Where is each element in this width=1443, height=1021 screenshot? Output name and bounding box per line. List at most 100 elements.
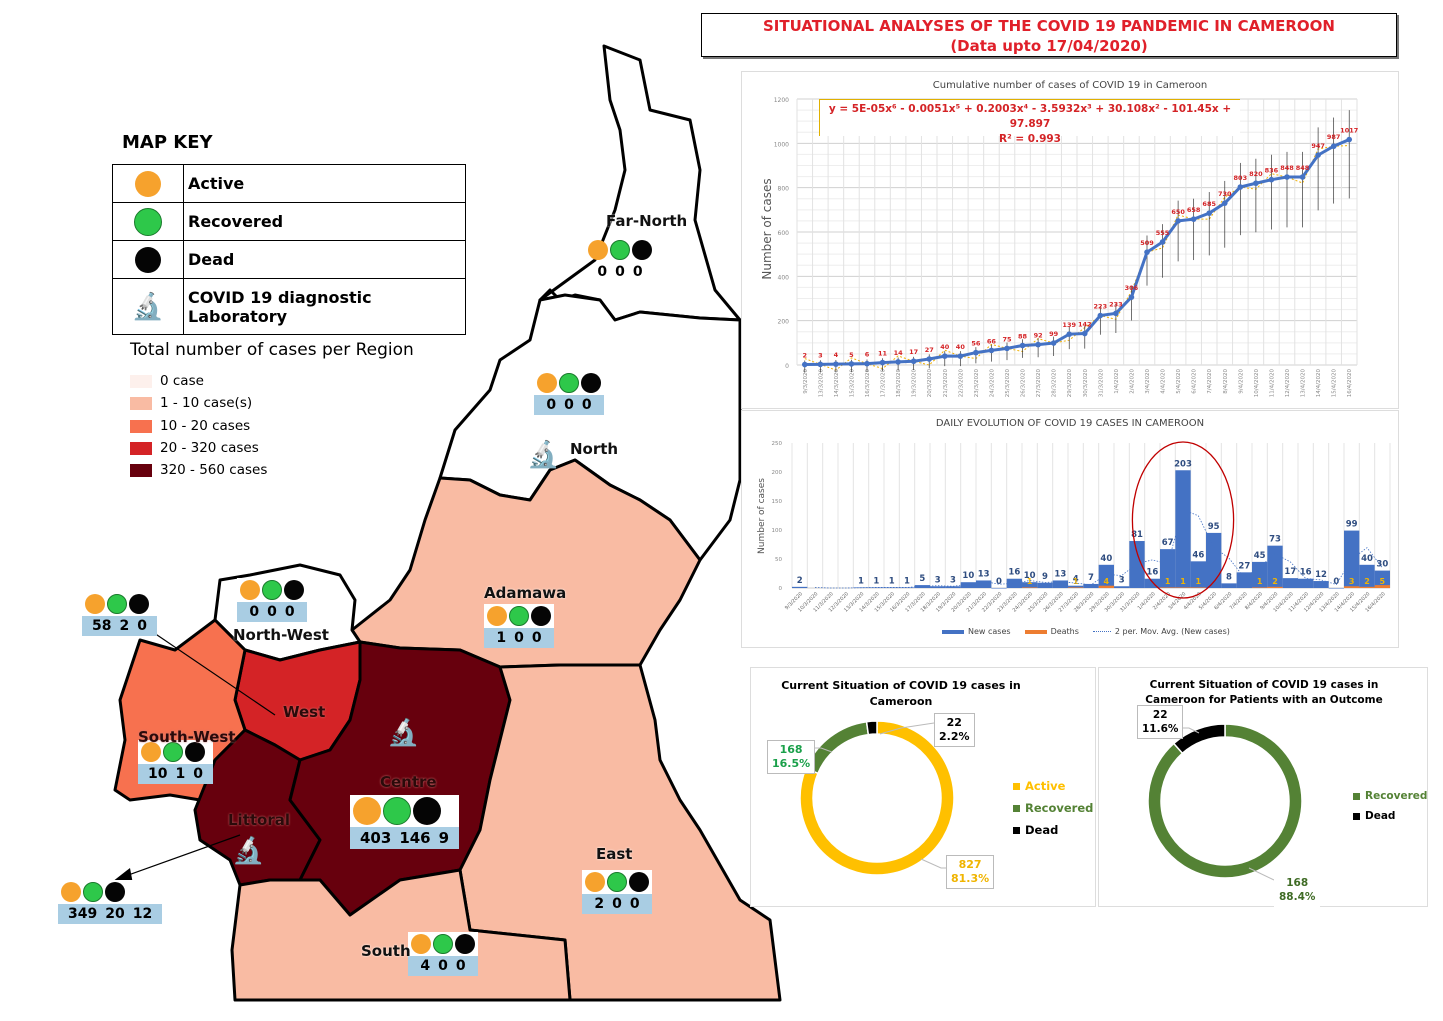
region-faces <box>237 578 307 602</box>
new-cases-bar <box>1083 583 1099 588</box>
x-tick-label: 26/3/2020 <box>1021 369 1027 398</box>
deaths-data-label: 5 <box>1380 577 1386 586</box>
region-count-dead: 0 <box>193 766 203 782</box>
region-counts: 349 20 12 <box>58 904 163 924</box>
new-cases-data-label: 46 <box>1192 550 1204 560</box>
microscope-lab-icon: 🔬 <box>527 440 560 470</box>
active-face-icon <box>588 240 608 260</box>
new-cases-bar <box>1236 572 1252 588</box>
deaths-data-label: 2 <box>1364 577 1370 586</box>
deaths-data-label: 1 <box>1165 577 1171 586</box>
cumulative-chart-title: Cumulative number of cases of COVID 19 i… <box>932 80 1208 91</box>
region-label-north-west: North-West <box>233 626 329 644</box>
new-cases-bar <box>1068 585 1084 588</box>
deaths-bar <box>1359 586 1375 588</box>
new-cases-data-label: 4 <box>1073 575 1079 585</box>
x-tick-label: 10/4/2020 <box>1254 369 1260 398</box>
trendline-equation-box: y = 5E-05x⁶ - 0.0051x⁵ + 0.2003x⁴ - 3.59… <box>819 99 1240 145</box>
deaths-bar <box>1344 586 1360 588</box>
region-faces <box>58 880 163 904</box>
region-count-dead: 0 <box>455 958 466 974</box>
active-face-icon <box>487 606 507 626</box>
cumulative-data-label: 4 <box>834 351 839 359</box>
new-cases-bar <box>1282 578 1298 588</box>
choropleth-label: 0 case <box>160 373 204 389</box>
region-counts: 58 2 0 <box>82 616 157 636</box>
x-tick-label: 1/4/2020 <box>1114 369 1120 394</box>
legend-new-cases: New cases <box>942 627 1011 636</box>
x-tick-label: 14/3/2020 <box>834 369 840 398</box>
cumulative-point <box>1097 312 1104 319</box>
map-key-row-recovered: Recovered <box>112 202 466 241</box>
recovered-face-icon <box>134 207 162 236</box>
new-cases-bar <box>1374 570 1390 588</box>
daily-y-axis-label: Number of cases <box>757 478 767 554</box>
cumulative-point <box>1081 330 1088 337</box>
new-cases-bar <box>930 586 946 588</box>
pie1-leader-active <box>920 858 946 869</box>
cumulative-point <box>817 361 824 368</box>
recovered-face-icon <box>610 240 630 260</box>
new-cases-data-label: 95 <box>1208 522 1220 532</box>
region-count-dead: 0 <box>137 618 147 634</box>
dead-face-icon <box>135 246 161 273</box>
cumulative-point <box>1175 218 1181 224</box>
new-cases-bar <box>1114 586 1130 588</box>
donut-slice-recovered <box>805 720 870 775</box>
cumulative-data-label: 306 <box>1125 284 1139 292</box>
y-tick-label: 1000 <box>774 141 789 148</box>
recovered-face-icon <box>433 934 453 954</box>
cumulative-data-label: 3 <box>818 351 823 359</box>
cumulative-point <box>941 353 948 359</box>
cumulative-point <box>1206 210 1213 216</box>
y-tick-label: 400 <box>778 274 790 281</box>
deaths-data-label: 4 <box>1104 577 1110 586</box>
new-cases-bar <box>1298 578 1314 588</box>
x-tick-label: 19/3/2020 <box>912 369 918 398</box>
region-faces <box>350 795 460 827</box>
cumulative-data-label: 2 <box>803 352 808 360</box>
microscope-lab-icon: 🔬 <box>387 718 420 748</box>
region-count-recovered: 0 <box>615 264 625 280</box>
region-count-recovered: 0 <box>564 397 574 413</box>
cumulative-point <box>1159 239 1166 245</box>
littoral-leader-line <box>119 834 241 879</box>
region-faces <box>585 238 655 262</box>
region-count-recovered: 0 <box>514 630 524 646</box>
region-count-recovered: 0 <box>612 896 622 912</box>
map-key-row-dead: Dead <box>112 240 466 279</box>
x-tick-label: 16/4/2020 <box>1347 369 1353 398</box>
region-count-recovered: 20 <box>105 906 125 922</box>
recovered-face-icon <box>83 882 103 902</box>
region-count-active: 0 <box>249 604 260 620</box>
x-tick-label: 13/3/2020 <box>818 369 824 398</box>
region-label-north: North <box>570 440 619 458</box>
deaths-bar <box>1374 585 1390 588</box>
choropleth-legend-item: 10 - 20 cases <box>130 418 250 434</box>
cumulative-data-label: 40 <box>940 343 950 351</box>
pie1-title: Current Situation of COVID 19 cases in C… <box>781 679 1021 708</box>
x-tick-label: 4/4/2020 <box>1161 369 1167 394</box>
x-tick-label: 7/4/2020 <box>1207 369 1213 394</box>
legend-moving-average: 2 per. Mov. Avg. (New cases) <box>1092 627 1230 636</box>
recovered-face-icon <box>607 872 627 892</box>
cumulative-data-label: 803 <box>1234 174 1248 182</box>
new-cases-data-label: 203 <box>1174 459 1192 469</box>
recovered-face-icon <box>383 797 411 825</box>
active-face-icon <box>537 373 557 393</box>
cumulative-chart-panel: Cumulative number of cases of COVID 19 i… <box>741 71 1399 409</box>
current-situation-pie-panel: Current Situation of COVID 19 cases in C… <box>750 667 1096 907</box>
new-cases-bar <box>1190 561 1206 588</box>
new-cases-data-label: 3 <box>950 575 956 585</box>
y-tick-label: 1200 <box>774 97 789 104</box>
new-cases-data-label: 1 <box>904 576 910 586</box>
deaths-bar <box>1068 587 1084 588</box>
new-cases-bar <box>1037 582 1053 588</box>
choropleth-legend-title: Total number of cases per Region <box>130 340 414 360</box>
new-cases-data-label: 5 <box>919 574 925 584</box>
region-counts: 10 1 0 <box>138 764 213 784</box>
new-cases-bar <box>1144 578 1160 588</box>
new-cases-data-label: 16 <box>1008 568 1020 578</box>
x-tick-label: 21/3/2020 <box>943 369 949 398</box>
